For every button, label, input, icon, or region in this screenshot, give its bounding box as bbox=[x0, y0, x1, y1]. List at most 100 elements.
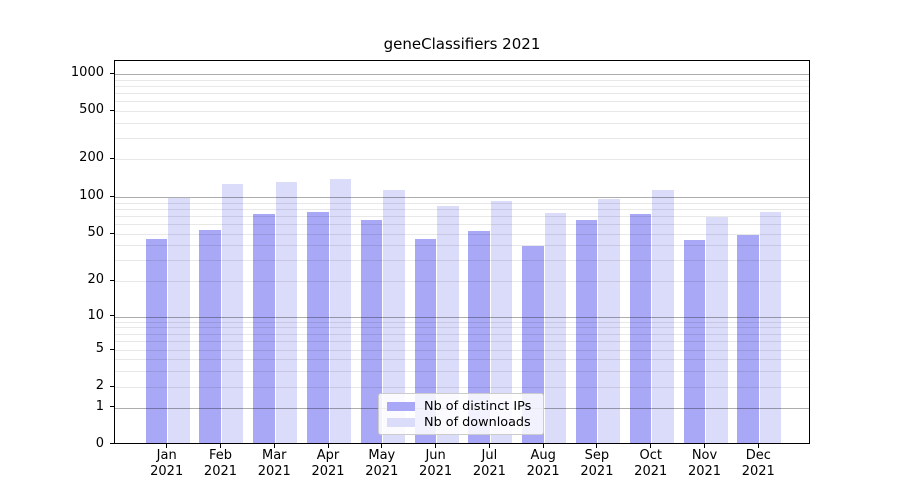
y-tick-0 bbox=[110, 443, 114, 444]
y-tick-label-10: 10 bbox=[87, 307, 104, 323]
y-tick-label-1: 1 bbox=[95, 398, 104, 414]
x-tick-label-apr: Apr 2021 bbox=[311, 448, 345, 479]
gridline-minor-30 bbox=[115, 260, 809, 262]
bar-nov-distinct-ips bbox=[683, 239, 705, 443]
gridline-minor-3 bbox=[115, 370, 809, 372]
bar-feb-distinct-ips bbox=[199, 229, 221, 443]
gridline-minor-200 bbox=[115, 159, 809, 160]
y-tick-label-1000: 1000 bbox=[70, 65, 104, 80]
y-tick-20 bbox=[110, 279, 114, 281]
bar-feb-downloads bbox=[221, 184, 244, 443]
legend-item-downloads: Nb of downloads bbox=[387, 414, 535, 430]
legend-swatch-distinct-ips bbox=[387, 401, 415, 411]
gridline-minor-80 bbox=[115, 208, 809, 210]
y-tick-label-100: 100 bbox=[79, 188, 104, 203]
x-tick-sep bbox=[596, 443, 598, 448]
gridline-minor-90 bbox=[115, 202, 809, 204]
gridline-minor-300 bbox=[115, 137, 809, 139]
bar-dec-downloads bbox=[759, 211, 782, 443]
x-tick-apr bbox=[327, 443, 329, 448]
gridline-minor-9 bbox=[115, 321, 809, 323]
bar-oct-downloads bbox=[652, 189, 674, 443]
x-tick-mar bbox=[273, 443, 275, 448]
y-tick-1000 bbox=[110, 72, 114, 74]
bar-jan-downloads bbox=[168, 197, 190, 443]
x-tick-label-feb: Feb 2021 bbox=[203, 448, 238, 479]
y-tick-5 bbox=[110, 348, 114, 350]
gridline-major-100 bbox=[115, 197, 809, 198]
bar-apr-downloads bbox=[329, 178, 352, 443]
x-tick-label-may: May 2021 bbox=[365, 448, 399, 479]
gridline-major-10 bbox=[115, 316, 809, 318]
bar-jul-downloads bbox=[490, 201, 513, 443]
y-tick-label-200: 200 bbox=[79, 150, 104, 165]
bar-mar-distinct-ips bbox=[253, 214, 275, 443]
x-tick-jan bbox=[166, 443, 168, 448]
x-tick-label-sep: Sep 2021 bbox=[580, 448, 614, 479]
bar-sep-distinct-ips bbox=[575, 219, 598, 443]
x-tick-dec bbox=[757, 443, 759, 448]
x-tick-nov bbox=[704, 443, 705, 448]
legend-label-distinct-ips: Nb of distinct IPs bbox=[424, 398, 532, 414]
y-tick-500 bbox=[110, 109, 114, 111]
gridline-minor-2 bbox=[115, 387, 809, 388]
x-tick-jul bbox=[488, 443, 490, 448]
y-tick-label-500: 500 bbox=[79, 102, 104, 117]
x-tick-label-jun: Jun 2021 bbox=[419, 448, 453, 479]
bar-jun-downloads bbox=[437, 205, 459, 443]
bar-apr-distinct-ips bbox=[307, 211, 329, 443]
x-tick-label-jul: Jul 2021 bbox=[472, 448, 506, 479]
gridline-minor-900 bbox=[115, 79, 809, 81]
bar-mar-downloads bbox=[275, 182, 298, 443]
gridline-minor-8 bbox=[115, 327, 809, 329]
legend-item-distinct-ips: Nb of distinct IPs bbox=[387, 398, 535, 414]
gridline-minor-7 bbox=[115, 333, 809, 335]
legend-label-downloads: Nb of downloads bbox=[424, 414, 531, 430]
bar-jun-distinct-ips bbox=[414, 238, 437, 443]
y-tick-label-5: 5 bbox=[95, 341, 104, 356]
gridline-minor-5 bbox=[115, 350, 809, 351]
y-tick-2 bbox=[110, 385, 114, 387]
gridline-minor-6 bbox=[115, 341, 809, 343]
gridline-minor-20 bbox=[115, 281, 809, 282]
y-tick-10 bbox=[110, 315, 114, 317]
x-tick-label-aug: Aug 2021 bbox=[526, 448, 560, 479]
y-tick-200 bbox=[110, 157, 114, 159]
bar-jul-distinct-ips bbox=[468, 230, 490, 443]
y-tick-100 bbox=[110, 195, 114, 197]
gridline-minor-700 bbox=[115, 93, 809, 95]
gridline-minor-60 bbox=[115, 224, 809, 226]
bar-sep-downloads bbox=[598, 198, 620, 443]
x-tick-oct bbox=[650, 443, 652, 448]
plot-area bbox=[114, 60, 810, 444]
gridline-minor-600 bbox=[115, 101, 809, 103]
bar-may-downloads bbox=[383, 189, 405, 443]
chart-title: geneClassifiers 2021 bbox=[383, 35, 541, 53]
bar-aug-downloads bbox=[544, 213, 567, 443]
legend: Nb of distinct IPs Nb of downloads bbox=[378, 393, 544, 435]
bar-oct-distinct-ips bbox=[629, 214, 652, 443]
gridline-minor-4 bbox=[115, 359, 809, 360]
x-tick-jun bbox=[435, 443, 437, 448]
legend-swatch-downloads bbox=[387, 417, 415, 427]
gridline-minor-50 bbox=[115, 234, 809, 235]
y-tick-label-0: 0 bbox=[95, 435, 104, 451]
y-tick-1 bbox=[110, 406, 114, 407]
bar-jan-distinct-ips bbox=[145, 238, 168, 443]
gridline-major-1000 bbox=[115, 74, 809, 75]
x-tick-label-oct: Oct 2021 bbox=[634, 448, 668, 479]
gridline-minor-70 bbox=[115, 216, 809, 218]
x-tick-feb bbox=[219, 443, 221, 448]
bar-nov-downloads bbox=[706, 217, 728, 443]
y-tick-label-20: 20 bbox=[87, 272, 104, 287]
y-tick-50 bbox=[110, 232, 114, 234]
x-tick-may bbox=[381, 443, 383, 448]
gridline-minor-800 bbox=[115, 85, 809, 87]
gridline-minor-500 bbox=[115, 111, 809, 112]
x-tick-label-mar: Mar 2021 bbox=[257, 448, 291, 479]
gridline-minor-40 bbox=[115, 245, 809, 247]
bar-may-distinct-ips bbox=[360, 219, 383, 443]
y-tick-label-50: 50 bbox=[87, 225, 104, 240]
gridline-minor-400 bbox=[115, 122, 809, 124]
